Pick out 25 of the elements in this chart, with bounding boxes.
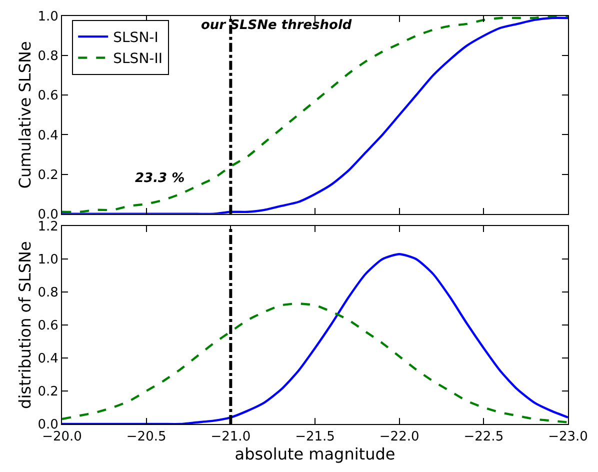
legend-label: SLSN-II: [113, 51, 162, 68]
y-tick-label: 0.2: [38, 168, 58, 183]
legend-label: SLSN-I: [113, 30, 158, 46]
annotation: 23.3 %: [135, 171, 185, 186]
y-tick-label: 1.2: [38, 220, 58, 235]
ref-line-label: our SLSNe threshold: [201, 18, 352, 33]
y-tick-label: 1.0: [38, 252, 58, 268]
x-tick-label: −23.0: [548, 430, 588, 445]
y-tick-label: 1.0: [38, 10, 58, 25]
x-tick-label: −20.0: [42, 430, 82, 445]
x-tick-label: −21.5: [295, 430, 335, 445]
y-tick-label: 0.2: [38, 384, 58, 400]
y-tick-label: 0.6: [38, 318, 58, 334]
x-tick-label: −21.0: [210, 430, 251, 445]
y-tick-label: 0.8: [38, 286, 58, 301]
y-axis-title: distribution of SLSNe: [16, 241, 35, 409]
y-tick-label: 0.4: [38, 128, 58, 144]
y-tick-label: 0.8: [38, 49, 58, 64]
x-tick-label: −20.5: [126, 430, 166, 445]
y-tick-label: 0.4: [38, 352, 58, 367]
y-axis-title: Cumulative SLSNe: [16, 41, 35, 189]
x-tick-label: −22.5: [464, 430, 504, 445]
y-tick-label: 0.6: [38, 88, 58, 104]
x-tick-label: −22.0: [379, 430, 420, 445]
x-axis-title: absolute magnitude: [234, 444, 396, 464]
